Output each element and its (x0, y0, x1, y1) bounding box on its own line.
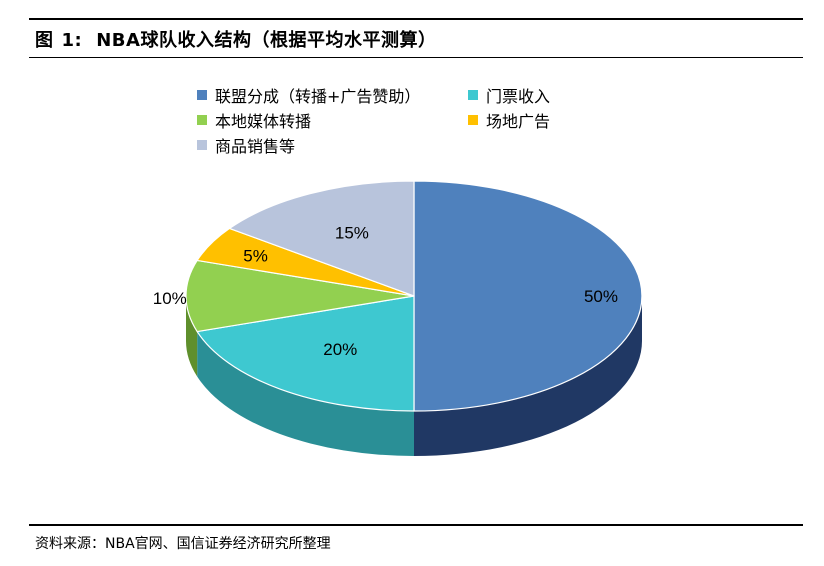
data-label: 50% (584, 287, 618, 306)
legend-item-venue-ads: 场地广告 (468, 108, 550, 132)
top-rule (29, 18, 803, 20)
pie-slice (185, 259, 415, 333)
legend-swatch (197, 140, 207, 150)
legend-item-merchandise: 商品销售等 (197, 133, 295, 157)
source-note: 资料来源：NBA官网、国信证券经济研究所整理 (35, 536, 331, 552)
pie-slice-side (186, 296, 198, 377)
pie-slice (196, 295, 415, 412)
pie-slice-side (414, 296, 642, 456)
legend-swatch (197, 90, 207, 100)
legend-swatch (197, 115, 207, 125)
title-rule (29, 57, 803, 58)
figure-label: 图 (35, 30, 54, 51)
data-label: 5% (243, 246, 268, 265)
bottom-rule (29, 524, 803, 526)
data-label: 15% (335, 224, 369, 243)
legend-label: 场地广告 (486, 112, 551, 131)
figure-number: 1: (61, 30, 83, 51)
pie-slice (413, 180, 643, 412)
legend-swatch (468, 90, 478, 100)
pie-slice-side (197, 331, 414, 456)
figure-title-text: NBA球队收入结构（根据平均水平测算） (96, 30, 437, 51)
legend-label: 商品销售等 (215, 137, 296, 156)
legend-item-ticket: 门票收入 (468, 83, 550, 107)
legend-label: 本地媒体转播 (215, 112, 312, 131)
legend-label: 联盟分成（转播+广告赞助） (215, 87, 421, 106)
legend-item-league-share: 联盟分成（转播+广告赞助） (197, 83, 420, 107)
data-label: 10% (153, 289, 187, 308)
legend-swatch (468, 115, 478, 125)
figure-title: 图 1: NBA球队收入结构（根据平均水平测算） (35, 26, 436, 52)
legend-label: 门票收入 (486, 87, 551, 106)
data-label: 20% (323, 340, 357, 359)
legend-item-local-media: 本地媒体转播 (197, 108, 311, 132)
pie-slice (228, 180, 415, 297)
